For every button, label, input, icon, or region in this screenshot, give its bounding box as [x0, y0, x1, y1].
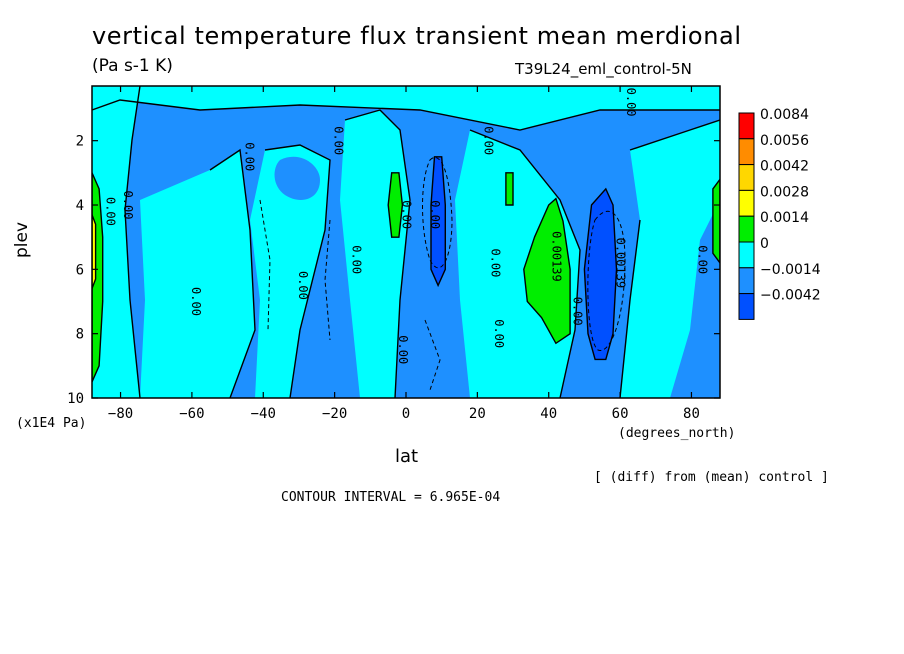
diff-note: [ (diff) from (mean) control ]	[594, 470, 829, 485]
contour-label: 0.00	[189, 287, 203, 316]
contour-label: 0.00	[332, 126, 346, 155]
colorbar-label: 0.0084	[760, 107, 809, 123]
x-axis-units: (degrees_north)	[618, 426, 736, 441]
colorbar-label: 0.0014	[760, 210, 809, 226]
y-tick-label: 4	[76, 198, 84, 214]
colorbar-swatch	[738, 112, 755, 140]
colorbar-swatch	[738, 138, 755, 166]
y-tick-label: 8	[76, 327, 84, 343]
contour-label: 0.00	[349, 245, 363, 274]
y-tick-label: 2	[76, 134, 84, 150]
region-1	[92, 214, 97, 289]
contour-label: 0.00	[482, 126, 496, 155]
x-tick-label: 0	[402, 406, 410, 422]
run-label: T39L24_eml_control-5N	[515, 60, 692, 78]
y-tick-label: 10	[67, 391, 84, 407]
colorbar-label: 0.0042	[760, 159, 809, 175]
colorbar-swatch	[738, 164, 755, 191]
x-axis-label: lat	[395, 446, 419, 467]
contour-label: 0.00	[489, 248, 503, 277]
contour-label: 0.00	[242, 142, 256, 171]
contour-label: 0.00139	[549, 231, 563, 282]
colorbar-label: 0	[760, 236, 769, 252]
contour-label: 0.00	[571, 297, 585, 326]
x-tick-label: 40	[540, 406, 557, 422]
dashed-contours	[259, 157, 626, 391]
contour-label: 0.00	[121, 191, 135, 220]
x-tick-label: 20	[469, 406, 486, 422]
contour-label: 0.00	[399, 200, 413, 229]
x-tick-label: 60	[612, 406, 629, 422]
x-tick-label: −40	[251, 406, 276, 422]
contour-labels-layer: 0.00 0.00 0.00 0.00 0.00 0.00 0.00 0.00 0.00 0.00…	[103, 88, 709, 365]
colorbar-swatch	[738, 215, 755, 243]
x-tick-label: −20	[322, 406, 347, 422]
colorbar-label: 0.0056	[760, 133, 809, 149]
region-4	[505, 172, 514, 206]
y-axis-units: (x1E4 Pa)	[16, 416, 87, 431]
region-3	[387, 172, 404, 238]
contour-lines	[92, 86, 720, 398]
region-5	[523, 197, 571, 345]
contour-label: 0.00	[696, 245, 710, 274]
contour-label: 0.00	[296, 271, 310, 300]
colorbar-label: −0.0042	[760, 288, 821, 304]
y-tick-label: 6	[76, 262, 84, 278]
chart-units: (Pa s-1 K)	[92, 56, 173, 76]
colorbar-swatch	[738, 293, 755, 320]
axes-layer: −80 −60 −40 −20 0 20 40 60 80 2 4 6 8 10	[67, 86, 720, 422]
x-tick-label: 80	[683, 406, 700, 422]
contour-interval: CONTOUR INTERVAL = 6.965E-04	[281, 490, 501, 505]
colorbar-label: 0.0028	[760, 184, 809, 200]
colorbar-label: −0.0014	[760, 262, 821, 278]
colorbar-swatch	[738, 241, 755, 269]
region-7	[583, 187, 618, 361]
chart-title: vertical temperature flux transient mean…	[92, 22, 742, 50]
contour-label: 0.00	[428, 200, 442, 229]
contour-label: 0.00	[492, 319, 506, 348]
colorbar: 0.0084 0.0056 0.0042 0.0028 0.0014 0 −0.0014 −0…	[738, 107, 821, 320]
colorbar-swatch	[738, 189, 755, 217]
regions-layer	[92, 156, 720, 383]
x-tick-label: −80	[108, 406, 133, 422]
x-tick-label: −60	[179, 406, 204, 422]
contour-label: 0.00139	[614, 238, 628, 289]
contour-label: 0.00	[624, 88, 638, 117]
colorbar-swatch	[738, 267, 755, 295]
region-2	[712, 178, 720, 265]
contour-label: 0.00	[103, 197, 117, 226]
contour-label: 0.00	[396, 335, 410, 364]
